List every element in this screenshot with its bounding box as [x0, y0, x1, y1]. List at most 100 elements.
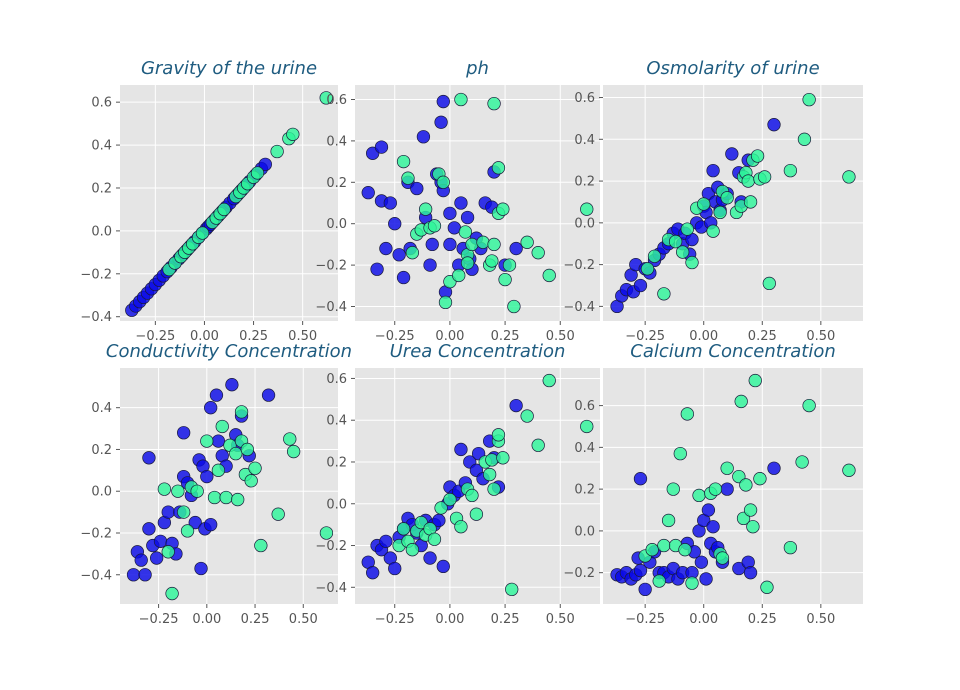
- y-tick-label: 0.2: [91, 443, 112, 458]
- data-point: [720, 482, 734, 496]
- data-point: [443, 492, 457, 507]
- data-point: [647, 249, 662, 263]
- data-point: [438, 295, 453, 310]
- data-point: [487, 482, 501, 496]
- data-point: [783, 163, 798, 178]
- data-point: [194, 561, 208, 576]
- data-point: [795, 455, 809, 469]
- y-tick-label: 0.4: [326, 134, 347, 149]
- y-tick-label: 0.2: [326, 455, 347, 470]
- data-point: [423, 551, 437, 565]
- x-tick-label: −0.25: [375, 612, 415, 627]
- y-tick-label: −0.4: [563, 300, 595, 315]
- data-point: [319, 526, 334, 540]
- y-tick-label: −0.2: [80, 526, 112, 541]
- data-point: [379, 534, 393, 548]
- y-tick-label: 0.6: [574, 91, 595, 106]
- data-point: [531, 246, 545, 260]
- data-point: [443, 206, 457, 221]
- data-point: [699, 572, 713, 586]
- subplot-4: −0.25 0.00 0.25 0.50 −0.4 −0.2 0.0 0.2 0.4 0.6 Ure…: [315, 341, 600, 627]
- x-tick-label: 0.50: [288, 329, 317, 344]
- data-point: [767, 118, 781, 132]
- data-point: [675, 245, 690, 259]
- data-point: [219, 490, 233, 505]
- data-point: [138, 568, 152, 582]
- y-tick-label: −0.4: [315, 581, 347, 596]
- data-point: [460, 210, 475, 225]
- y-tick-label: 0.4: [91, 401, 112, 416]
- data-point: [694, 555, 709, 569]
- y-tick-label: 0.6: [326, 372, 347, 387]
- points-layer: [361, 92, 594, 314]
- data-point: [405, 543, 420, 557]
- data-point: [760, 580, 774, 594]
- x-tick-label: 0.25: [239, 329, 268, 344]
- data-point: [734, 394, 748, 409]
- data-point: [485, 254, 499, 268]
- data-point: [706, 224, 720, 238]
- data-point: [657, 287, 671, 301]
- y-tick-label: −0.2: [563, 566, 595, 581]
- y-tick-label: 0.6: [326, 93, 347, 108]
- data-point: [126, 568, 141, 582]
- data-point: [743, 503, 758, 517]
- data-point: [750, 149, 765, 163]
- data-point: [509, 398, 523, 413]
- data-point: [188, 515, 202, 530]
- y-tick-label: −0.4: [80, 310, 112, 325]
- x-tick-label: −0.25: [625, 329, 665, 344]
- y-tick-label: 0.6: [574, 399, 595, 414]
- data-point: [685, 255, 699, 270]
- data-point: [286, 127, 300, 141]
- data-point: [746, 520, 760, 534]
- data-point: [383, 196, 397, 210]
- data-point: [405, 246, 420, 260]
- data-point: [678, 543, 692, 557]
- y-tick-label: 0.2: [574, 483, 595, 498]
- data-point: [542, 268, 556, 283]
- data-point: [171, 484, 185, 498]
- data-point: [666, 482, 680, 496]
- subplot-0: −0.25 0.00 0.25 0.50 −0.4 −0.2 0.0 0.2 0.4 0.6 Gra…: [80, 58, 338, 344]
- x-tick-label: −0.25: [375, 329, 415, 344]
- data-point: [697, 197, 711, 211]
- data-point: [204, 401, 218, 415]
- subplot-title: Urea Concentration: [390, 341, 566, 362]
- data-point: [361, 185, 375, 200]
- data-point: [720, 191, 734, 205]
- data-point: [388, 561, 402, 576]
- x-tick-label: 0.00: [689, 612, 718, 627]
- data-point: [491, 428, 506, 442]
- x-tick-label: 0.50: [806, 329, 835, 344]
- data-point: [469, 507, 484, 521]
- data-point: [645, 543, 659, 557]
- data-point: [454, 442, 468, 457]
- data-point: [366, 566, 380, 580]
- data-point: [487, 237, 501, 252]
- data-point: [542, 373, 556, 388]
- data-point: [180, 524, 195, 538]
- data-point: [465, 488, 479, 503]
- y-tick-label: 0.4: [326, 414, 347, 429]
- data-point: [200, 434, 214, 448]
- data-point: [195, 226, 210, 240]
- data-point: [319, 91, 333, 105]
- data-point: [520, 409, 534, 423]
- data-point: [496, 451, 510, 465]
- data-point: [496, 202, 510, 216]
- y-tick-label: 0.0: [574, 524, 595, 539]
- data-point: [725, 147, 739, 161]
- x-tick-label: 0.00: [689, 329, 718, 344]
- data-point: [680, 222, 694, 236]
- data-point: [485, 453, 499, 467]
- data-point: [434, 501, 448, 515]
- data-point: [150, 551, 164, 565]
- data-point: [743, 566, 758, 580]
- data-point: [416, 130, 431, 144]
- data-point: [476, 235, 490, 249]
- data-point: [767, 461, 781, 475]
- data-point: [153, 534, 168, 548]
- data-point: [748, 373, 762, 388]
